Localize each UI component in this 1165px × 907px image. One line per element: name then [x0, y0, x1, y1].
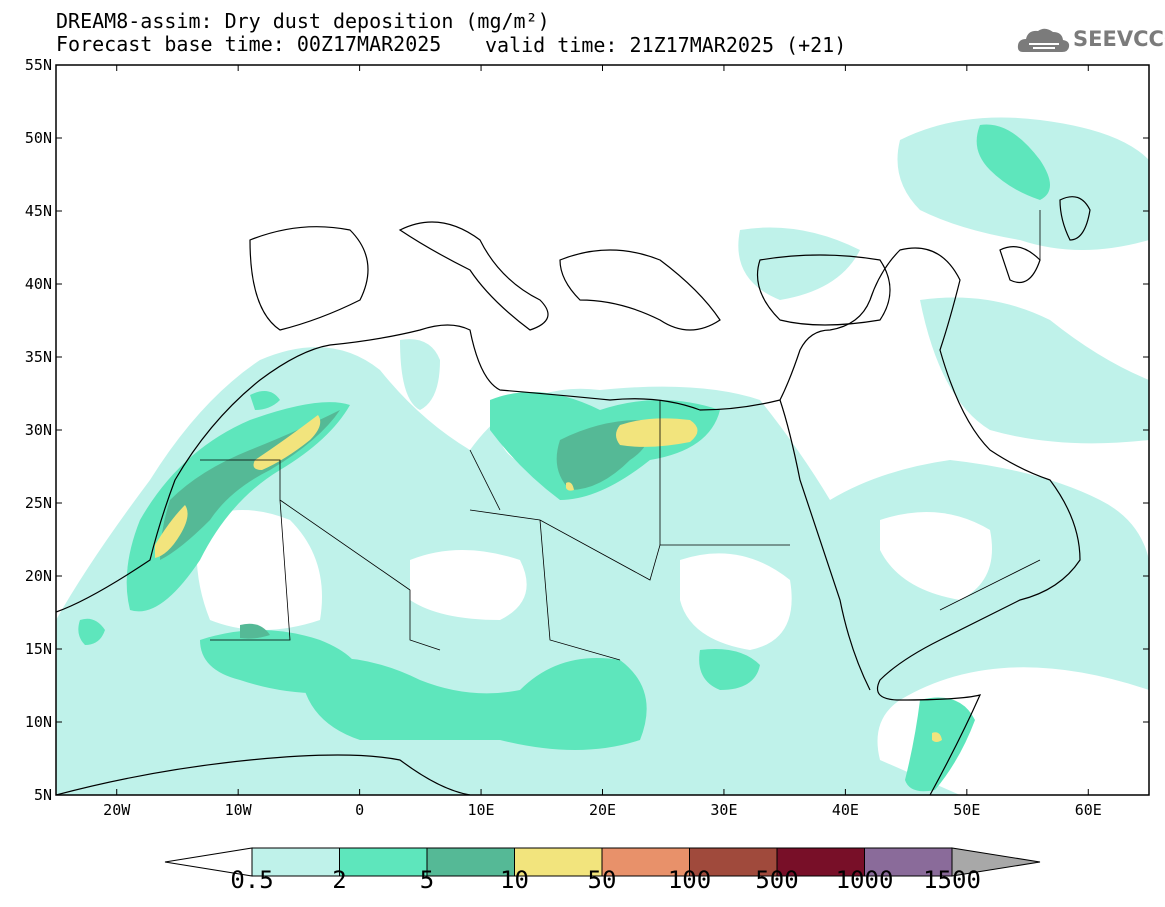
lon-label: 40E	[832, 801, 859, 819]
forecast-base-time: Forecast base time: 00Z17MAR2025	[56, 32, 442, 56]
colorbar-label: 2	[332, 866, 347, 894]
colorbar-cell	[339, 847, 428, 877]
lat-label: 30N	[25, 421, 52, 439]
lat-label: 55N	[25, 56, 52, 74]
logo-text: SEEVCCC	[1073, 27, 1165, 51]
colorbar-cell	[514, 847, 603, 877]
lon-label: 20W	[103, 801, 131, 819]
colorbar-label: 0.5	[230, 866, 274, 894]
lat-label: 15N	[25, 640, 52, 658]
country-borders	[200, 210, 1041, 661]
coastlines	[56, 196, 1091, 795]
colorbar-cell	[426, 847, 515, 877]
colorbar-label: 1000	[835, 866, 894, 894]
colorbar-label: 50	[587, 866, 617, 894]
lon-label: 50E	[953, 801, 980, 819]
lat-label: 35N	[25, 348, 52, 366]
lon-label: 20E	[589, 801, 616, 819]
lat-label: 10N	[25, 713, 52, 731]
valid-time: valid time: 21Z17MAR2025 (+21)	[485, 33, 847, 57]
lat-label: 5N	[34, 786, 52, 804]
colorbar-label: 5	[419, 866, 435, 894]
colorbar-cell	[776, 847, 865, 877]
lon-axis: 20W 10W 0 10E 20E 30E 40E 50E 60E	[103, 65, 1102, 819]
lon-label: 30E	[710, 801, 737, 819]
map-title: DREAM8-assim: Dry dust deposition (mg/m²…	[56, 9, 550, 33]
lat-label: 45N	[25, 202, 52, 220]
lon-label: 10W	[225, 801, 253, 819]
colorbar-high-arrow	[951, 847, 1041, 877]
dust-field-high	[155, 415, 942, 742]
cloud-icon	[1017, 28, 1070, 52]
lat-axis: 55N 50N 45N 40N 35N 30N 25N 20N 15N 10N 5N	[25, 56, 1149, 804]
lat-label: 50N	[25, 129, 52, 147]
lat-label: 25N	[25, 494, 52, 512]
colorbar	[164, 847, 1041, 877]
lat-label: 20N	[25, 567, 52, 585]
colorbar-cell	[689, 847, 778, 877]
colorbar-cell	[864, 847, 953, 877]
lat-label: 40N	[25, 275, 52, 293]
colorbar-label: 100	[667, 866, 712, 894]
lon-label: 10E	[468, 801, 495, 819]
lon-label: 0	[355, 801, 364, 819]
colorbar-label: 1500	[923, 866, 981, 894]
colorbar-label: 500	[755, 866, 799, 894]
lon-label: 60E	[1075, 801, 1102, 819]
colorbar-label: 10	[500, 866, 529, 894]
